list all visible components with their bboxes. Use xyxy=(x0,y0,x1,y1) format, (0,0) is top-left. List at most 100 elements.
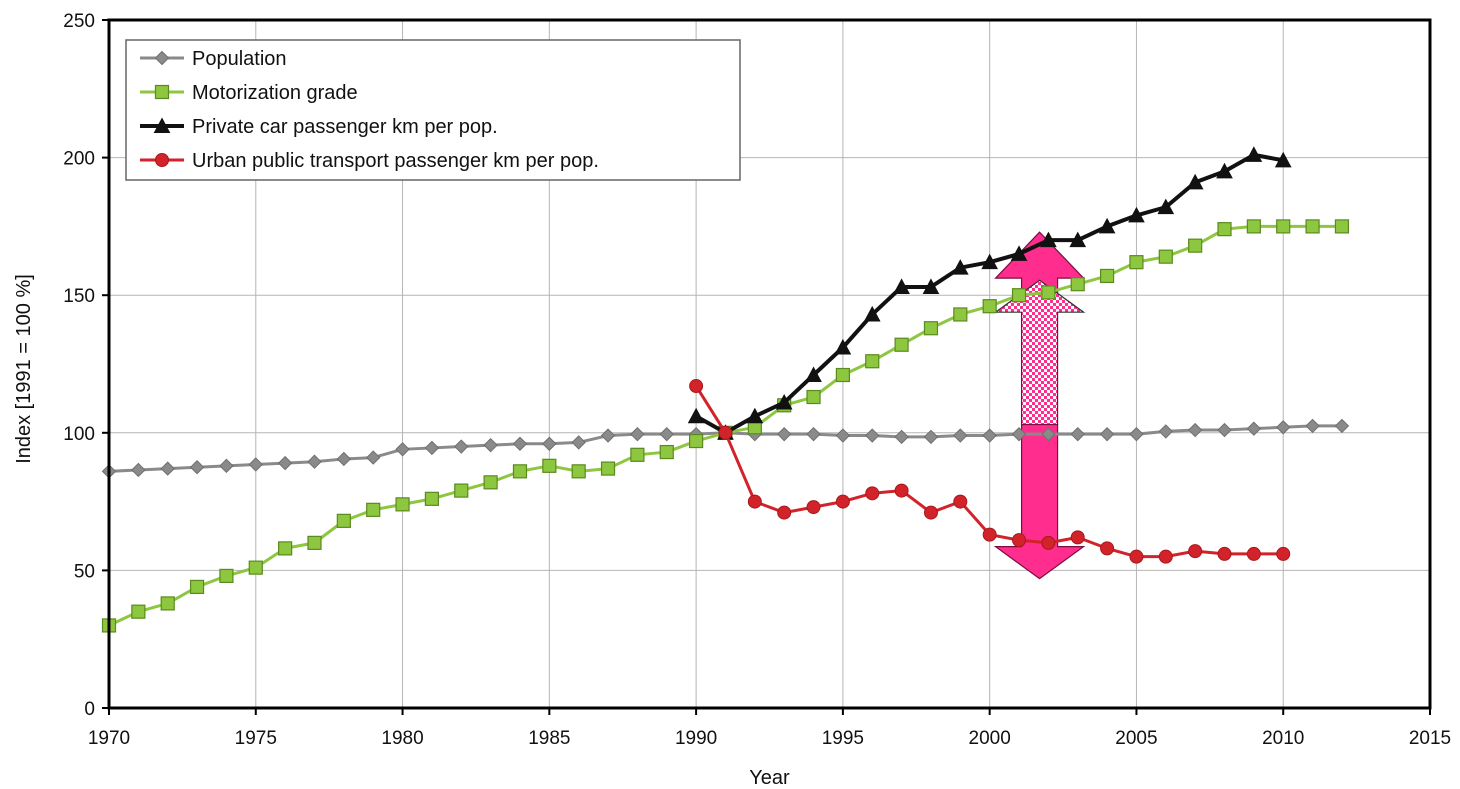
data-point xyxy=(1188,544,1203,559)
data-point xyxy=(922,278,940,294)
data-point xyxy=(1276,219,1291,234)
legend-label-public-transport: Urban public transport passenger km per … xyxy=(192,150,599,172)
data-point xyxy=(424,440,440,456)
data-point xyxy=(512,464,528,479)
data-point xyxy=(365,450,381,465)
data-point xyxy=(953,428,968,443)
data-point xyxy=(336,451,352,467)
data-point xyxy=(834,338,852,355)
data-point xyxy=(1188,238,1203,253)
data-point xyxy=(1274,151,1292,168)
data-point xyxy=(1011,288,1027,303)
data-point xyxy=(336,513,351,528)
data-point xyxy=(153,117,171,133)
data-point xyxy=(659,426,674,442)
legend: Population Motorization grade Private ca… xyxy=(125,39,741,181)
data-point xyxy=(776,426,792,442)
y-tick-label: 50 xyxy=(74,561,95,582)
legend-label-motorization: Motorization grade xyxy=(192,82,358,104)
data-point xyxy=(805,366,822,383)
data-point xyxy=(982,299,997,314)
legend-label-private-car: Private car passenger km per pop. xyxy=(192,116,498,138)
y-tick-label: 0 xyxy=(84,699,95,720)
x-axis-title: Year xyxy=(749,767,790,789)
data-point xyxy=(1187,422,1203,438)
data-point xyxy=(189,579,205,595)
data-point xyxy=(863,305,881,322)
data-point xyxy=(1011,426,1027,442)
data-point xyxy=(923,505,938,520)
x-tick-label: 1980 xyxy=(381,728,423,749)
data-point xyxy=(395,497,410,512)
x-tick-label: 2000 xyxy=(969,728,1011,749)
data-point xyxy=(1010,245,1028,261)
y-axis-title: Index [1991 = 100 %] xyxy=(13,274,35,464)
data-point xyxy=(542,458,557,473)
arrow-shaft-hatched xyxy=(993,279,1086,426)
data-point xyxy=(1129,426,1144,442)
data-point xyxy=(1158,424,1174,439)
series-layer xyxy=(101,146,1350,633)
data-point xyxy=(1217,546,1232,561)
data-point xyxy=(865,486,880,501)
data-point xyxy=(131,462,146,478)
legend-box xyxy=(125,39,741,181)
data-point xyxy=(1069,231,1087,248)
data-point xyxy=(951,259,969,275)
data-point xyxy=(923,429,939,445)
y-tick-label: 100 xyxy=(63,424,95,445)
x-tick-label: 2015 xyxy=(1409,728,1451,749)
data-point xyxy=(894,429,909,445)
data-point xyxy=(155,153,169,167)
data-point xyxy=(1099,268,1115,284)
plot-frame xyxy=(107,18,1432,710)
data-point xyxy=(1157,198,1175,215)
data-point xyxy=(1186,173,1204,190)
data-point xyxy=(1070,530,1085,545)
data-point xyxy=(571,435,586,450)
legend-item-population: Population xyxy=(140,48,287,70)
data-point xyxy=(865,354,880,369)
data-point xyxy=(1334,219,1350,234)
data-point xyxy=(1216,162,1233,179)
data-point xyxy=(1334,418,1350,434)
data-point xyxy=(982,428,997,443)
data-point xyxy=(689,379,704,394)
data-point xyxy=(160,461,175,476)
x-tick-label: 2005 xyxy=(1115,728,1157,749)
data-point xyxy=(1276,420,1291,435)
y-tick-label: 250 xyxy=(63,11,95,32)
data-point xyxy=(483,437,498,453)
data-point xyxy=(1100,541,1115,556)
data-point xyxy=(571,464,586,479)
data-point xyxy=(806,500,821,515)
y-tick-label: 200 xyxy=(63,149,95,170)
legend-label-population: Population xyxy=(192,48,287,70)
data-point xyxy=(248,560,263,575)
data-point xyxy=(1158,249,1173,264)
data-point xyxy=(689,433,704,449)
data-point xyxy=(659,444,674,460)
data-point xyxy=(1246,421,1262,436)
data-point xyxy=(154,50,170,66)
data-point xyxy=(1098,217,1116,234)
data-point xyxy=(630,426,645,442)
data-point xyxy=(865,428,880,443)
data-point xyxy=(542,436,557,452)
data-point xyxy=(981,253,999,270)
x-tick-label: 2010 xyxy=(1262,728,1304,749)
data-point xyxy=(893,278,910,294)
data-point xyxy=(630,447,645,462)
data-point xyxy=(278,541,293,556)
data-point xyxy=(1012,533,1027,548)
data-point xyxy=(1217,222,1232,237)
data-point xyxy=(835,494,850,509)
data-point xyxy=(366,502,381,517)
data-point xyxy=(424,491,440,506)
data-point xyxy=(835,428,851,443)
data-point xyxy=(777,505,792,520)
axis-ticks: 1970 1975 1980 1985 1990 1995 2000 2005 2010 2015… xyxy=(63,11,1451,749)
series-2 xyxy=(687,146,1292,440)
data-point xyxy=(1070,277,1085,292)
